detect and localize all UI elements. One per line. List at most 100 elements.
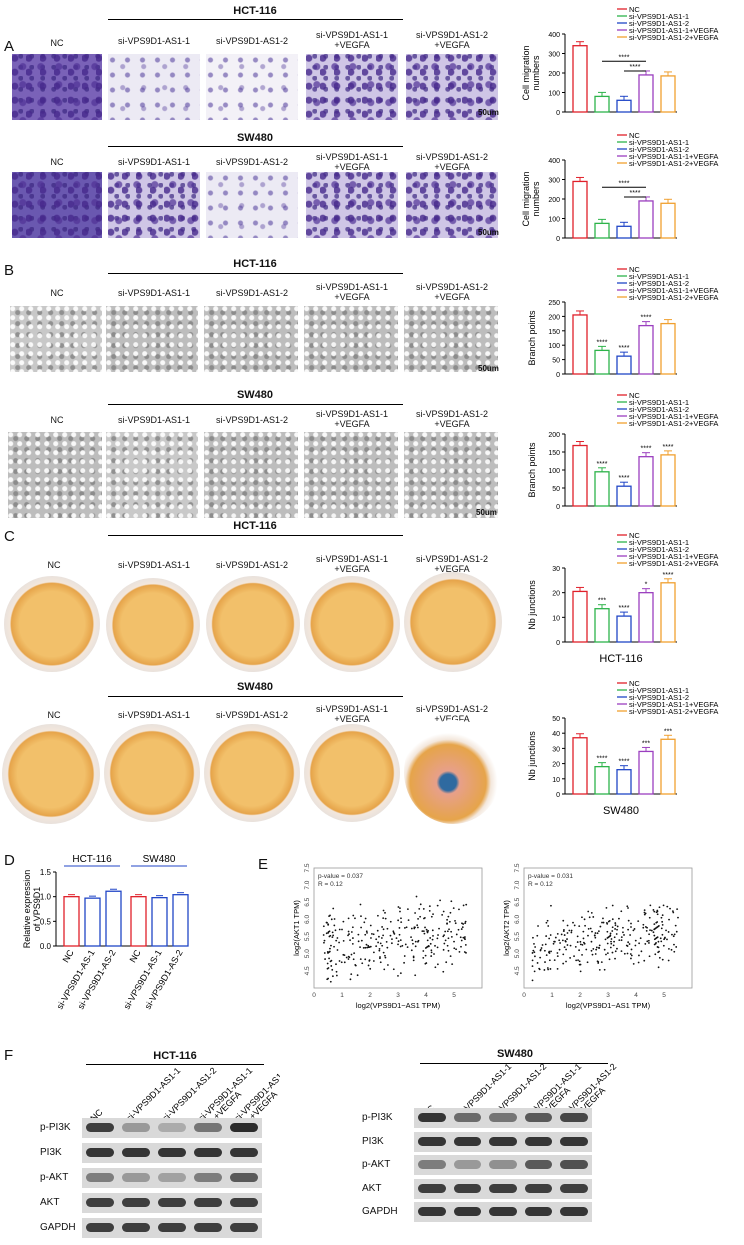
y-tick-label: 20 [552,591,560,598]
a-sw-line [108,146,403,147]
data-point [381,944,384,947]
data-point [549,934,552,936]
x-tick-label: NC [128,948,143,965]
data-point [400,917,402,920]
data-point [576,935,579,938]
data-point [425,962,428,964]
x-tick-label: 5 [662,992,666,999]
c-sw-line [108,696,403,697]
data-point [532,949,535,952]
legend-entry: si-VPS9D1-AS1-1 [629,686,689,695]
c-sw-si1v: si-VPS9D1-AS1-1 +VEGFA [315,704,389,724]
data-point [662,904,665,907]
data-point [588,916,591,919]
data-point [638,954,640,957]
blot-band [158,1198,186,1207]
blot-band [524,1160,553,1169]
data-point [404,943,407,946]
data-point [534,946,537,948]
data-point [360,939,363,942]
data-point [398,927,401,929]
b-sw-title: SW480 [236,389,274,401]
y-tick-label: 10 [552,777,560,784]
data-point [422,930,425,933]
data-point [545,954,548,957]
data-point [371,932,373,935]
data-point [583,918,586,921]
data-point [436,937,439,940]
data-point [620,939,623,942]
y-tick-label: 10 [552,615,560,622]
blot-band [122,1223,150,1232]
x-tick-label: 4 [424,992,428,999]
bar [660,582,676,643]
data-point [531,959,534,962]
y-tick-label: 6.0 [514,915,521,924]
data-point [429,937,432,939]
data-point [637,920,640,923]
data-point [325,921,328,924]
data-point [579,943,582,946]
data-point [384,954,386,957]
x-axis-label: log2(VPS9D1−AS1 TPM) [566,1001,651,1010]
data-point [323,941,325,944]
significance-label: **** [619,180,630,187]
data-point [662,944,665,947]
data-point [592,916,595,918]
data-point [348,933,350,935]
data-point [377,941,379,944]
data-point [677,916,679,919]
y-axis-label: Nb junctions [527,731,537,781]
c-hct-si1: si-VPS9D1-AS1-1 [117,560,191,570]
data-point [389,934,392,937]
data-point [543,949,546,952]
chart-e2: 0 1 2 3 4 5 4.5 5.0 5.5 6.0 6.5 7.0 7.5 log2(VPS9D1−A… [502,863,693,1010]
data-point [660,940,663,943]
data-point [549,968,552,970]
data-point [644,912,647,915]
data-point [421,930,424,933]
b-sw-scale-label: 50um [476,508,497,517]
data-point [398,933,401,936]
b-hct-scale-label: 50um [478,364,499,373]
blot-row [414,1131,592,1152]
a-hct-si1: si-VPS9D1-AS1-1 [117,36,191,46]
data-point [667,959,670,962]
data-point [379,961,382,964]
data-point [570,931,573,934]
data-point [410,936,412,939]
data-point [351,937,354,939]
blot-row-label: PI3K [362,1135,384,1147]
data-point [620,950,623,953]
b-hct-si2-image [204,306,298,372]
data-point [327,967,330,969]
data-point [401,944,404,947]
blot-row [414,1108,592,1128]
data-point [327,977,330,980]
data-point [649,929,651,932]
a-sw-si2v: si-VPS9D1-AS1-2 +VEGFA [415,152,489,172]
data-point [671,933,673,936]
data-point [452,907,455,910]
blot-band [86,1173,114,1182]
data-point [333,945,335,948]
data-point [589,927,592,930]
data-point [453,947,456,950]
a-hct-si1-image [108,54,200,120]
data-point [429,942,432,945]
data-point [628,943,631,945]
data-point [360,926,362,929]
legend-entry: si-VPS9D1-AS1-1+VEGFA [629,552,718,561]
bar [594,95,610,113]
data-point [369,967,372,970]
y-axis-label: Branch points [527,310,537,366]
significance-label: * [645,582,648,589]
x-axis-label: log2(VPS9D1−AS1 TPM) [356,1001,441,1010]
y-tick-label: 200 [548,71,560,78]
data-point [604,938,607,941]
bar [660,202,676,239]
blot-band [453,1207,482,1216]
bar [594,608,610,643]
data-point [582,941,585,944]
data-point [656,910,659,913]
